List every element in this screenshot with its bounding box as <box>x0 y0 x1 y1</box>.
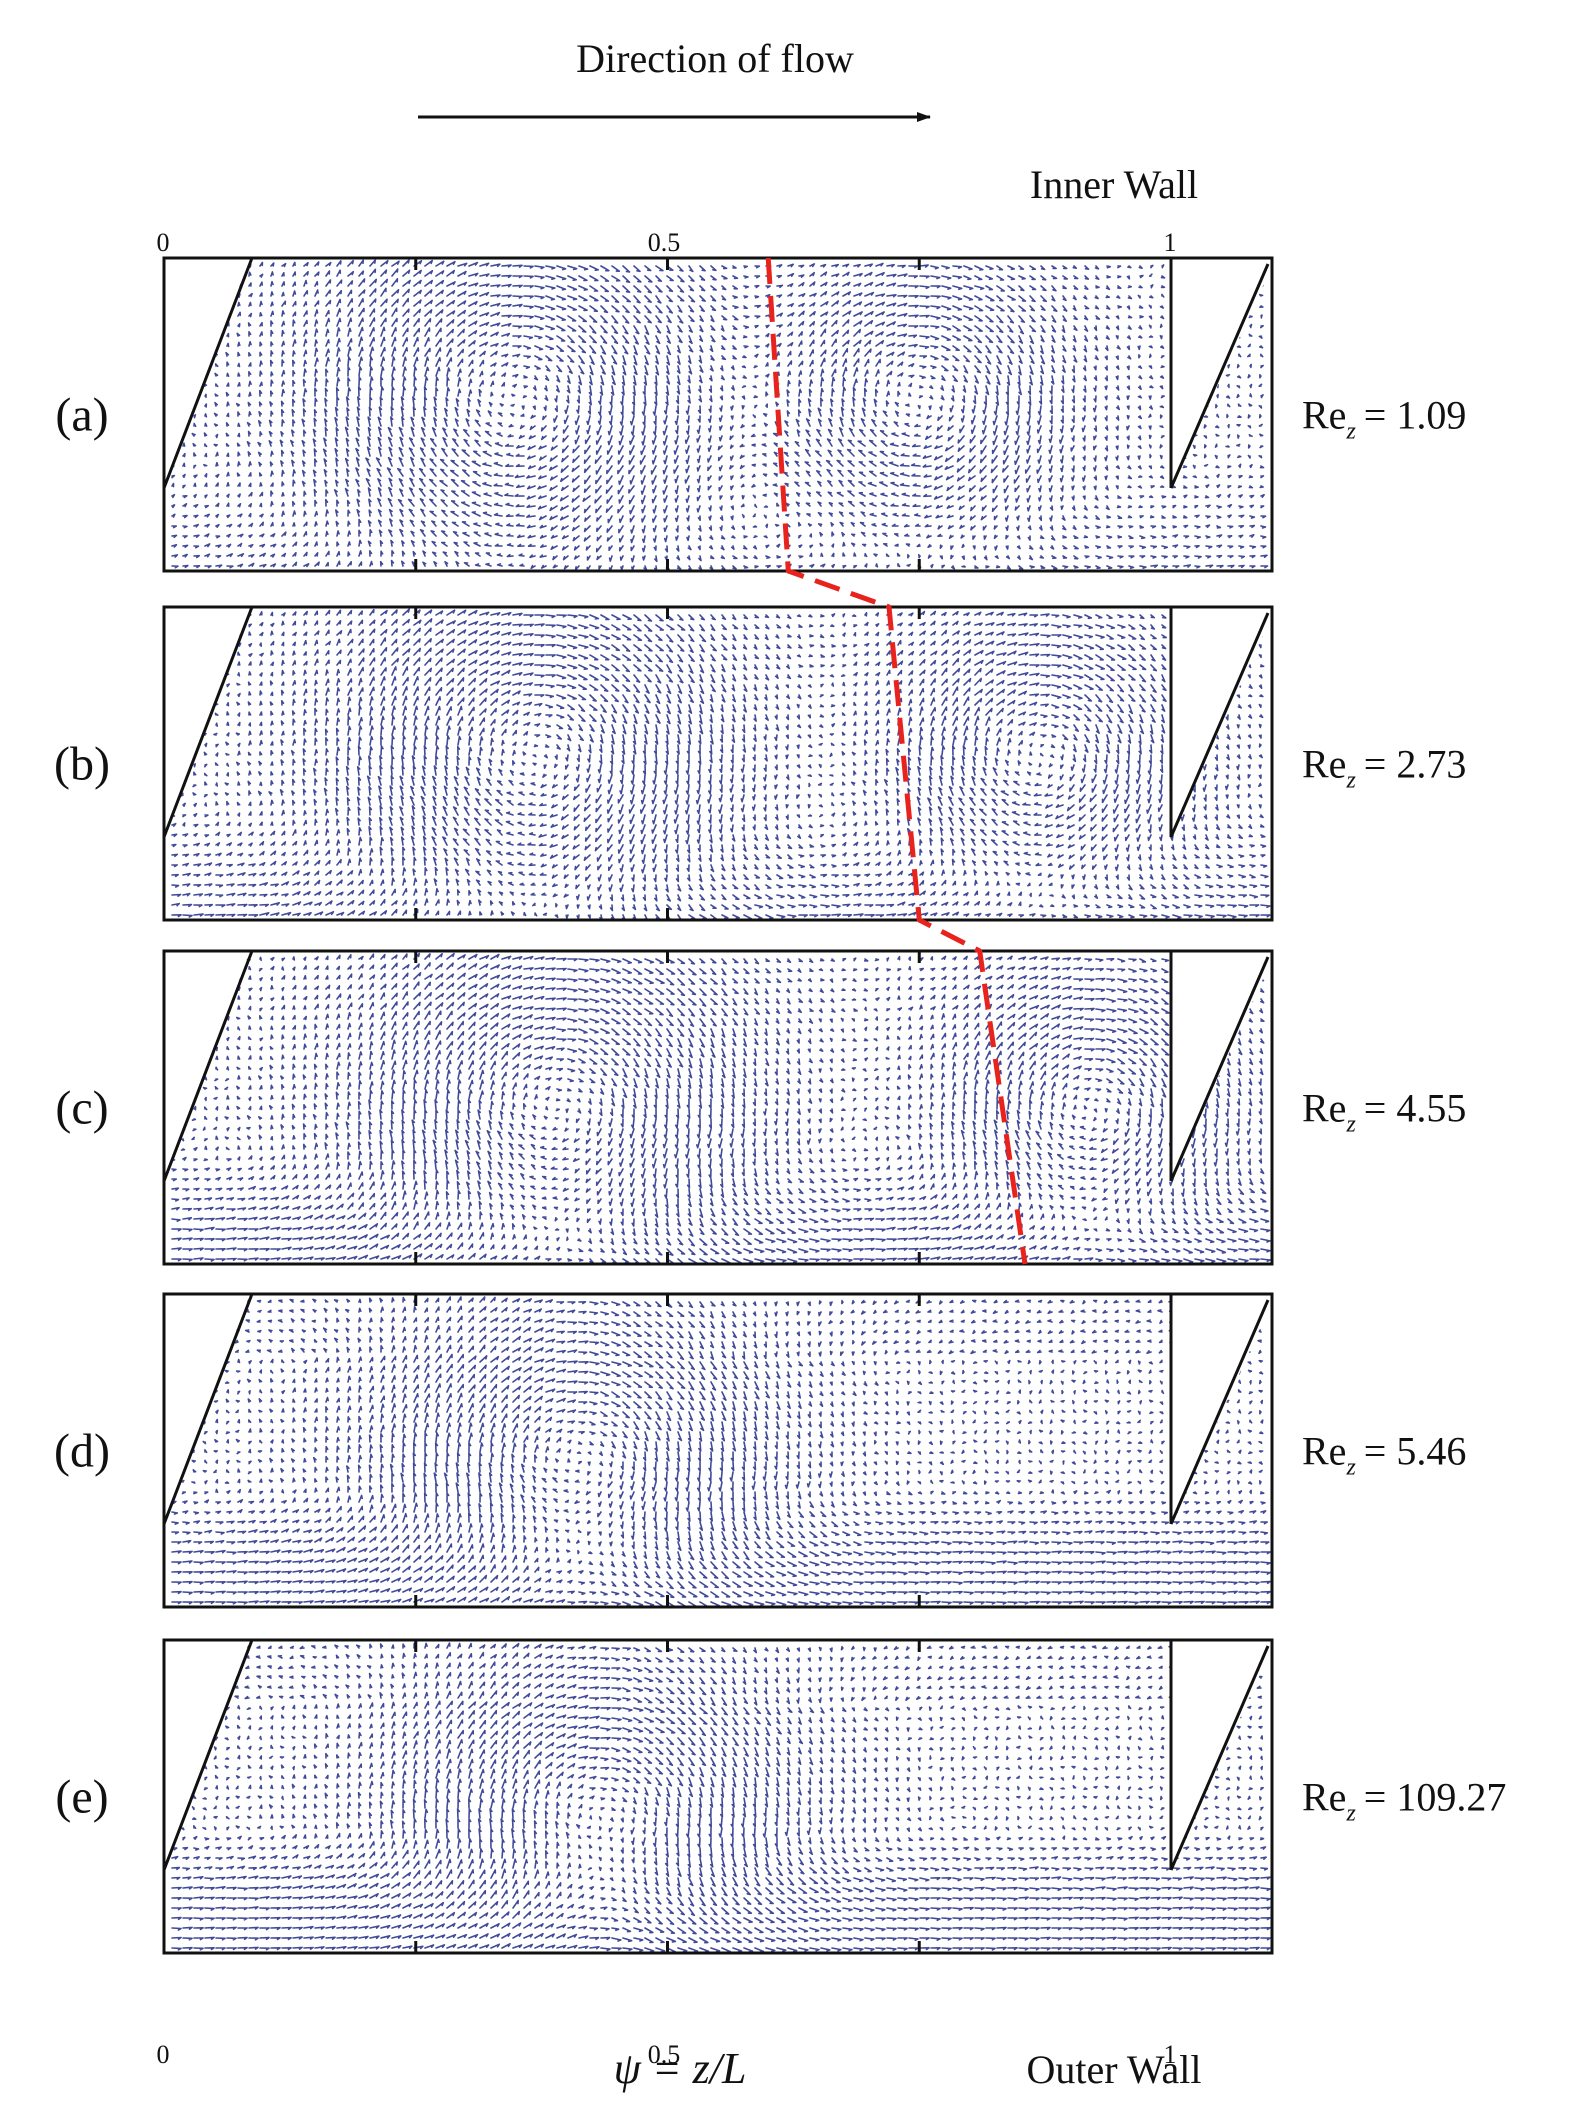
panel-label: (e) <box>55 1771 108 1824</box>
panel-b: (b) Rez = 2.73 <box>54 605 1466 922</box>
panel-frame <box>162 256 1274 573</box>
panel-c: (c) Rez = 4.55 <box>55 949 1466 1266</box>
left-baffle-line <box>162 257 254 489</box>
reynolds-number-label: Rez = 109.27 <box>1302 1775 1506 1827</box>
left-baffle-line <box>162 1639 254 1871</box>
panels-layer: (a) Rez = 1.09 (b) Rez = 2.73 (c) Rez = 4.55 (d) R… <box>54 256 1506 1955</box>
panel-label: (a) <box>55 389 108 442</box>
bottom-tick-label-0: 0 <box>157 2040 170 2069</box>
reynolds-number-label: Rez = 4.55 <box>1302 1086 1466 1138</box>
x-axis-label: ψ = z/L <box>614 2044 747 2093</box>
panel-frame <box>162 605 1274 922</box>
top-tick-label-1: 1 <box>1164 228 1177 257</box>
right-baffle-line <box>1169 956 1270 1182</box>
panel-d: (d) Rez = 5.46 <box>54 1292 1466 1609</box>
right-baffle-line <box>1169 1645 1270 1871</box>
panel-frame <box>162 949 1274 1266</box>
right-baffle-line <box>1169 1299 1270 1525</box>
top-tick-label-0.5: 0.5 <box>648 228 681 257</box>
left-baffle-line <box>162 950 254 1182</box>
inner-wall-label: Inner Wall <box>1030 162 1198 207</box>
flow-direction-title: Direction of flow <box>576 36 854 81</box>
panel-label: (c) <box>55 1082 108 1135</box>
panel-label: (d) <box>54 1425 110 1478</box>
velocity-vectors <box>167 1642 1271 1953</box>
left-baffle-line <box>162 606 254 838</box>
right-baffle-line <box>1169 612 1270 838</box>
velocity-vectors <box>167 1296 1271 1608</box>
bottom-tick-label-0.5: 0.5 <box>648 2040 681 2069</box>
velocity-vectors <box>169 608 1271 922</box>
velocity-vectors <box>169 259 1269 572</box>
top-tick-label-0: 0 <box>157 228 170 257</box>
reynolds-number-label: Rez = 5.46 <box>1302 1429 1466 1481</box>
right-baffle-line <box>1169 263 1270 489</box>
panel-e: (e) Rez = 109.27 <box>55 1638 1506 1955</box>
panel-label: (b) <box>54 738 110 791</box>
panel-a: (a) Rez = 1.09 <box>55 256 1466 573</box>
velocity-vectors <box>169 952 1271 1266</box>
bottom-tick-label-1: 1 <box>1164 2040 1177 2069</box>
outer-wall-label: Outer Wall <box>1027 2047 1202 2092</box>
left-baffle-line <box>162 1293 254 1525</box>
vortex-boundary-line <box>765 257 1028 1265</box>
reynolds-number-label: Rez = 1.09 <box>1302 393 1466 445</box>
reynolds-number-label: Rez = 2.73 <box>1302 742 1466 794</box>
panel-frame <box>162 1292 1274 1609</box>
panel-frame <box>162 1638 1274 1955</box>
